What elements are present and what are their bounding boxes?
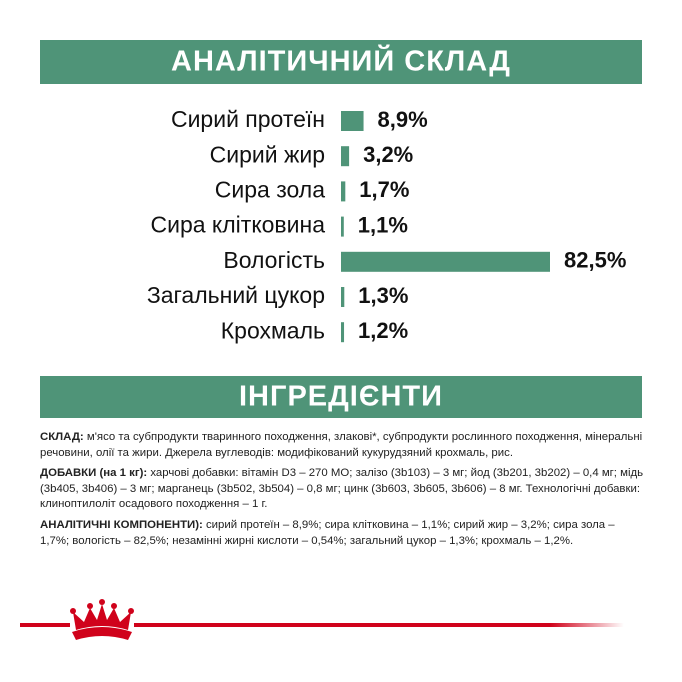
paragraph-label: АНАЛІТИЧНІ КОМПОНЕНТИ):	[40, 518, 203, 531]
paragraph-text: сирий протеїн – 8,9%; сира клітковина – …	[40, 518, 615, 547]
category-label: Сира клітковина	[151, 212, 326, 238]
ingredient-paragraph: ДОБАВКИ (на 1 кг): харчові добавки: віта…	[40, 466, 646, 513]
category-label: Сирий жир	[210, 141, 325, 167]
bar	[341, 146, 350, 167]
paragraph-text: харчові добавки: вітамін D3 – 270 МО; за…	[40, 467, 644, 511]
paragraph-label: СКЛАД:	[40, 431, 84, 443]
brand-line	[134, 623, 624, 627]
bar	[341, 111, 364, 131]
bar	[341, 251, 550, 272]
category-label: Загальний цукор	[147, 282, 325, 308]
ingredients-text: СКЛАД: м'ясо та субпродукти тваринного п…	[40, 430, 646, 554]
title-banner	[40, 40, 642, 84]
ingredients-title: ІНГРЕДІЄНТИ	[239, 381, 443, 413]
bar	[341, 216, 344, 237]
category-label: Сирий протеїн	[171, 106, 325, 132]
value-label: 1,7%	[359, 177, 409, 202]
value-label: 8,9%	[378, 107, 428, 132]
paragraph-text: м'ясо та субпродукти тваринного походжен…	[40, 431, 643, 459]
ingredient-paragraph: СКЛАД: м'ясо та субпродукти тваринного п…	[40, 430, 646, 461]
value-label: 1,2%	[358, 318, 408, 343]
value-label: 1,1%	[358, 212, 408, 237]
bar	[341, 322, 345, 343]
ingredient-paragraph: АНАЛІТИЧНІ КОМПОНЕНТИ): сирий протеїн – …	[40, 518, 646, 549]
paragraph-label: ДОБАВКИ (на 1 кг):	[40, 467, 148, 480]
brand-line	[20, 623, 70, 627]
value-label: 3,2%	[363, 142, 413, 167]
chart-title: АНАЛІТИЧНИЙ СКЛАД	[171, 44, 511, 78]
category-label: Сира зола	[215, 176, 325, 202]
category-label: Крохмаль	[221, 317, 325, 343]
bar	[341, 287, 345, 307]
bar	[341, 181, 346, 202]
brand-logo	[70, 599, 134, 640]
value-label: 82,5%	[564, 248, 626, 273]
category-label: Вологість	[223, 247, 325, 273]
ingredients-banner	[40, 376, 642, 418]
value-label: 1,3%	[358, 283, 408, 308]
